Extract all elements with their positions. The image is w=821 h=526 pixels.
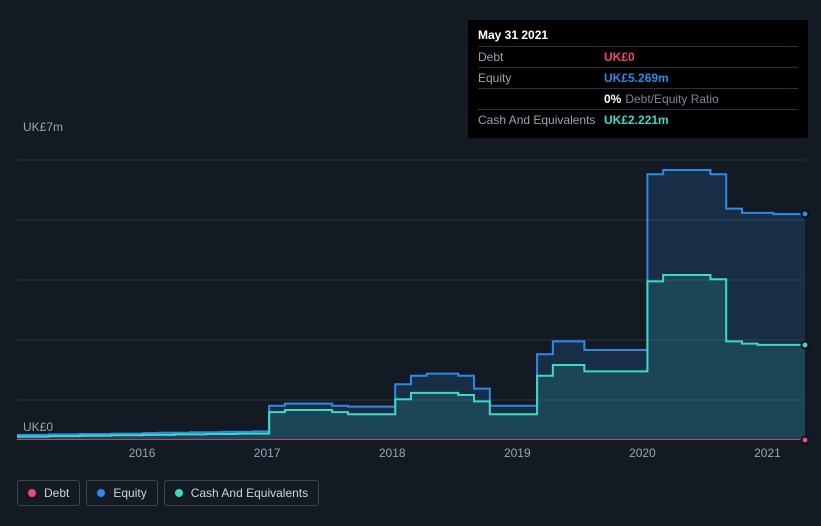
- x-tick: 2016: [129, 446, 156, 460]
- y-axis-max-label: UK£7m: [23, 120, 63, 134]
- tooltip-row-suffix: Debt/Equity Ratio: [625, 92, 718, 106]
- legend-item[interactable]: Equity: [86, 480, 157, 506]
- legend-dot-icon: [97, 489, 105, 497]
- tooltip-date: May 31 2021: [478, 28, 798, 46]
- tooltip-row-value: UK£5.269m: [604, 71, 669, 85]
- debt-end-marker: [801, 436, 810, 445]
- tooltip-row-label: [478, 92, 604, 106]
- legend: Debt Equity Cash And Equivalents: [17, 480, 319, 506]
- cash-area: [17, 275, 805, 440]
- x-tick: 2019: [504, 446, 531, 460]
- tooltip-row-label: Debt: [478, 50, 604, 64]
- legend-label: Equity: [113, 486, 146, 500]
- legend-label: Cash And Equivalents: [191, 486, 308, 500]
- chart-plot: [17, 140, 805, 440]
- x-tick: 2020: [629, 446, 656, 460]
- tooltip-row-label: Equity: [478, 71, 604, 85]
- x-tick: 2018: [379, 446, 406, 460]
- tooltip-row: 0% Debt/Equity Ratio: [478, 88, 798, 109]
- legend-item[interactable]: Cash And Equivalents: [164, 480, 319, 506]
- tooltip-row: EquityUK£5.269m: [478, 67, 798, 88]
- tooltip-row: DebtUK£0: [478, 46, 798, 67]
- x-axis: 2016 2017 2018 2019 2020 2021: [17, 446, 805, 466]
- chart-area: UK£7m UK£0 201620172018201920202021: [17, 120, 805, 460]
- legend-item[interactable]: Debt: [17, 480, 80, 506]
- cash-end-marker: [801, 340, 810, 349]
- legend-dot-icon: [28, 489, 36, 497]
- legend-dot-icon: [175, 489, 183, 497]
- x-tick: 2017: [254, 446, 281, 460]
- tooltip-row-value: 0%: [604, 92, 621, 106]
- equity-end-marker: [801, 210, 810, 219]
- tooltip-row-value: UK£0: [604, 50, 635, 64]
- x-tick: 2021: [754, 446, 781, 460]
- legend-label: Debt: [44, 486, 69, 500]
